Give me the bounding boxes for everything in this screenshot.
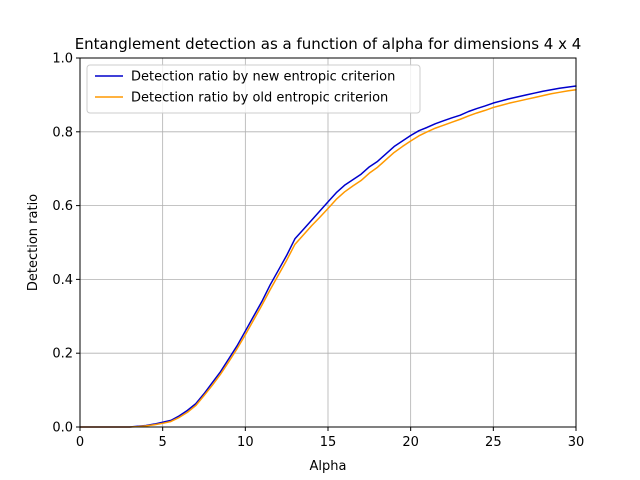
- y-tick-label: 0.2: [52, 347, 73, 362]
- x-tick-label: 25: [485, 435, 502, 450]
- x-tick-label: 20: [402, 435, 419, 450]
- series-line-2: [79, 88, 577, 428]
- x-tick-label: 5: [159, 435, 167, 450]
- legend-items: Detection ratio by new entropic criterio…: [95, 70, 395, 106]
- chart-title: Entanglement detection as a function of …: [75, 35, 582, 53]
- series-line-1: [79, 85, 577, 428]
- legend-label-2: Detection ratio by old entropic criterio…: [131, 91, 388, 106]
- x-tick-label: 30: [568, 435, 585, 450]
- y-tick-label: 0.4: [52, 273, 73, 288]
- legend-box: [86, 64, 421, 114]
- legend-label-1: Detection ratio by new entropic criterio…: [131, 70, 395, 85]
- x-tick-label: 0: [76, 435, 84, 450]
- legend: Detection ratio by new entropic criterio…: [86, 64, 421, 114]
- y-tick-label: 1.0: [52, 52, 73, 67]
- series-layer: [79, 85, 577, 428]
- x-tick-label: 10: [237, 435, 254, 450]
- x-tick-label: 15: [320, 435, 337, 450]
- x-axis-label: Alpha: [310, 459, 347, 474]
- y-tick-label: 0.8: [52, 125, 73, 140]
- y-axis-label: Detection ratio: [26, 194, 41, 291]
- y-axis: 0.0 0.2 0.4 0.6 0.8 1.0: [52, 52, 80, 436]
- plot-area: [79, 57, 577, 428]
- y-tick-label: 0.0: [52, 421, 73, 436]
- y-tick-label: 0.6: [52, 199, 73, 214]
- x-axis: 0 5 10 15 20 25 30: [76, 427, 584, 450]
